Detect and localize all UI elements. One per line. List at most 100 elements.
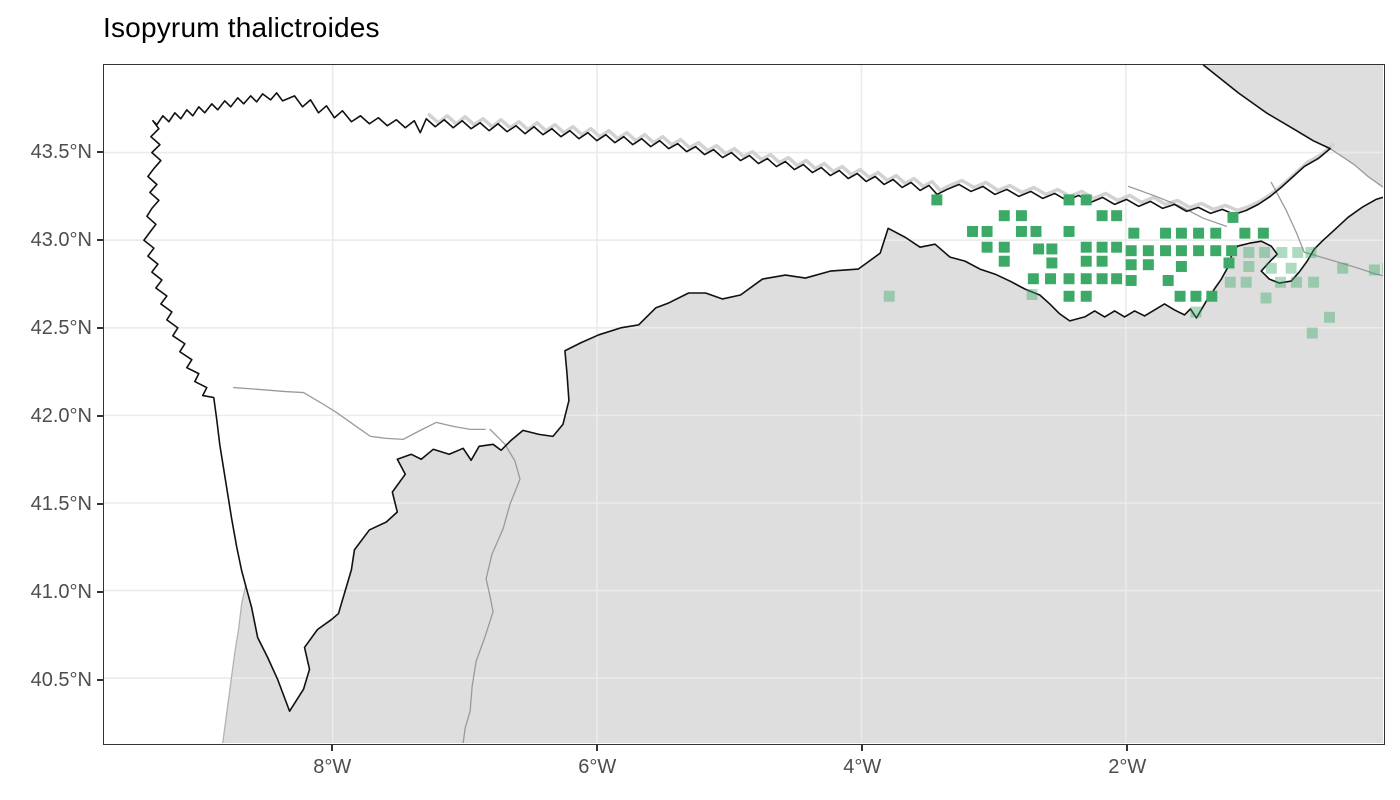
occurrence-square <box>981 241 993 253</box>
occurrence-square <box>1175 260 1187 272</box>
y-tick-mark <box>97 678 103 681</box>
x-tick-mark <box>331 745 334 751</box>
coastline <box>143 92 1331 587</box>
occurrence-square-faded <box>1323 311 1335 323</box>
occurrence-square-faded <box>883 290 895 302</box>
occurrence-square-faded <box>1276 246 1288 258</box>
occurrence-square <box>1080 290 1092 302</box>
occurrence-square <box>1027 273 1039 285</box>
y-tick-mark <box>97 414 103 417</box>
occurrence-square <box>1175 245 1187 257</box>
occurrence-square <box>1257 227 1269 239</box>
occurrence-square <box>1193 245 1205 257</box>
occurrence-square <box>1015 210 1027 222</box>
occurrence-square <box>1096 255 1108 267</box>
coast-portugal-gray <box>222 585 247 743</box>
occurrence-square <box>1210 245 1222 257</box>
occurrence-square <box>1063 225 1075 237</box>
map-panel <box>103 64 1385 745</box>
occurrence-square <box>1096 210 1108 222</box>
occurrence-square <box>1160 245 1172 257</box>
occurrence-square-faded <box>1382 262 1383 274</box>
border-minho <box>233 386 486 440</box>
occurrence-square <box>1193 227 1205 239</box>
land-interior <box>222 197 1383 743</box>
occurrence-square-faded <box>1285 262 1297 274</box>
occurrence-square <box>1190 290 1202 302</box>
x-tick-mark <box>1126 745 1129 751</box>
occurrence-square <box>1111 273 1123 285</box>
occurrence-square <box>1223 257 1235 269</box>
occurrence-square <box>1080 194 1092 206</box>
y-tick-label: 40.5°N <box>30 668 92 691</box>
occurrence-square <box>1226 245 1238 257</box>
x-tick-mark <box>861 745 864 751</box>
occurrence-square <box>1239 227 1251 239</box>
y-tick-mark <box>97 238 103 241</box>
y-tick-mark <box>97 590 103 593</box>
occurrence-square <box>1080 273 1092 285</box>
occurrence-square <box>1160 227 1172 239</box>
plot-title: Isopyrum thalictroides <box>103 12 380 43</box>
occurrence-square-faded <box>1260 292 1272 304</box>
border-portugal-south <box>462 428 521 743</box>
occurrence-square-faded <box>1259 246 1271 258</box>
occurrence-square-faded <box>1265 262 1277 274</box>
land-france <box>1203 65 1383 188</box>
occurrence-square-faded <box>1305 246 1317 258</box>
x-tick-label: 2°W <box>1108 756 1147 778</box>
occurrence-square <box>981 225 993 237</box>
occurrence-square <box>1096 241 1108 253</box>
occurrence-square <box>967 225 979 237</box>
land-fill-layer <box>222 65 1383 743</box>
y-tick-label: 41.0°N <box>30 580 92 603</box>
occurrence-square-faded <box>1240 276 1252 288</box>
y-tick-mark <box>97 502 103 505</box>
occurrence-square <box>1142 245 1154 257</box>
occurrence-square-faded <box>1275 276 1287 288</box>
occurrence-square <box>1080 241 1092 253</box>
occurrence-square <box>998 241 1010 253</box>
occurrence-square-faded <box>1337 262 1349 274</box>
coast-france <box>1202 65 1331 150</box>
occurrence-square-faded <box>1243 246 1255 258</box>
border-pyrenees <box>1329 147 1383 188</box>
occurrence-square-faded <box>1306 327 1318 339</box>
occurrence-square <box>1063 290 1075 302</box>
occurrence-square-faded <box>1190 306 1202 318</box>
y-tick-label: 42.0°N <box>30 404 92 427</box>
occurrence-square <box>1111 241 1123 253</box>
occurrence-square <box>1210 227 1222 239</box>
map-canvas <box>104 65 1383 743</box>
occurrence-square <box>1162 275 1174 286</box>
occurrence-square <box>1175 227 1187 239</box>
occurrence-square <box>998 210 1010 222</box>
y-tick-label: 41.5°N <box>30 492 92 515</box>
y-tick-label: 42.5°N <box>30 316 92 339</box>
border-layer <box>143 65 1383 743</box>
occurrence-square <box>1030 225 1042 237</box>
occurrence-square-faded <box>1290 276 1302 288</box>
occurrence-square <box>1063 194 1075 206</box>
occurrence-square <box>1015 225 1027 237</box>
occurrence-square-faded <box>1224 276 1236 288</box>
occurrence-square <box>1125 275 1137 286</box>
occurrence-square-faded <box>1292 246 1304 258</box>
occurrence-square-faded <box>1308 276 1320 288</box>
y-tick-label: 43.0°N <box>30 228 92 251</box>
x-tick-mark <box>596 745 599 751</box>
occurrence-square-faded <box>1026 289 1038 300</box>
occurrence-square-faded <box>1368 264 1380 276</box>
y-tick-mark <box>97 150 103 153</box>
occurrence-square <box>1142 259 1154 271</box>
occurrence-square <box>1080 255 1092 267</box>
occurrence-square <box>1174 290 1186 302</box>
coast-shadow <box>427 113 1335 213</box>
occurrence-square <box>1125 245 1137 257</box>
occurrence-square <box>1128 227 1140 239</box>
border-basque-1 <box>1127 185 1228 227</box>
x-tick-label: 6°W <box>578 756 617 778</box>
study-region-boundary <box>244 196 1383 712</box>
occurrence-square <box>1125 259 1137 271</box>
